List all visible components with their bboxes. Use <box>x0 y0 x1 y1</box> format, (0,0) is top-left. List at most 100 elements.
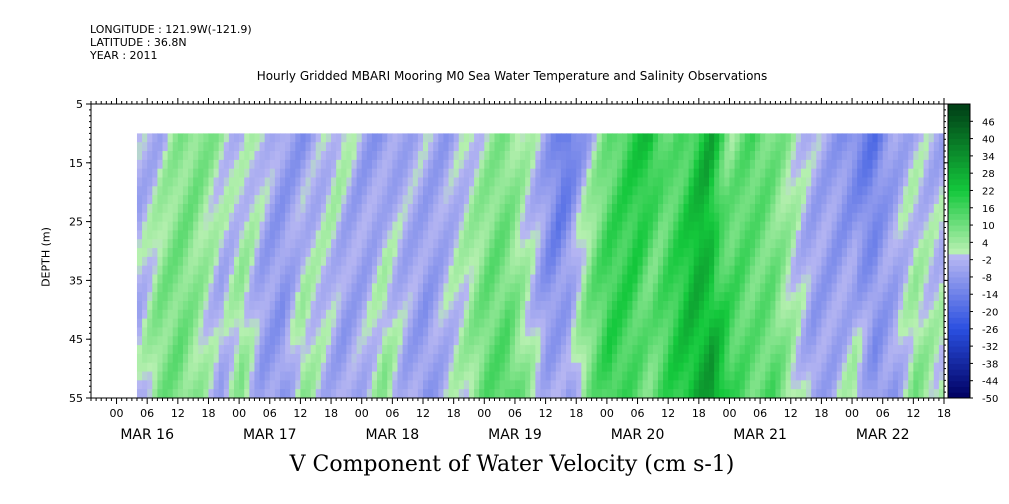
heatmap-cell <box>504 151 511 161</box>
heatmap-cell <box>714 230 720 240</box>
heatmap-cell <box>933 318 940 329</box>
heatmap-cell <box>586 300 593 311</box>
heatmap-cell <box>831 380 838 390</box>
heatmap-cell <box>147 168 153 179</box>
heatmap-cell <box>147 248 153 258</box>
heatmap-cell <box>499 292 506 302</box>
heatmap-cell <box>790 283 797 293</box>
heatmap-cell <box>142 345 148 355</box>
heatmap-cell <box>509 309 516 320</box>
heatmap-cell <box>550 212 557 223</box>
heatmap-cell <box>683 353 690 364</box>
heatmap-cell <box>208 186 215 196</box>
heatmap-cell <box>872 300 879 311</box>
heatmap-cell <box>198 371 204 381</box>
heatmap-cell <box>382 309 388 320</box>
heatmap-cell <box>136 230 143 240</box>
heatmap-cell <box>821 151 828 161</box>
heatmap-cell <box>535 221 542 232</box>
heatmap-cell <box>218 265 225 276</box>
heatmap-cell <box>254 353 261 364</box>
heatmap-cell <box>566 283 572 293</box>
heatmap-cell <box>550 159 557 170</box>
heatmap-cell <box>606 371 613 381</box>
heatmap-cell <box>142 239 148 249</box>
heatmap-cell <box>806 248 812 258</box>
heatmap-cell <box>765 151 771 161</box>
heatmap-cell <box>504 168 511 179</box>
heatmap-cell <box>739 309 746 320</box>
heatmap-cell <box>734 362 741 373</box>
heatmap-cell <box>683 265 690 276</box>
heatmap-cell <box>417 274 424 284</box>
heatmap-cell <box>479 168 485 179</box>
heatmap-cell <box>637 203 644 214</box>
heatmap-cell <box>571 274 577 284</box>
heatmap-cell <box>545 177 552 187</box>
heatmap-cell <box>520 345 526 355</box>
heatmap-cell <box>933 274 940 284</box>
heatmap-cell <box>474 221 480 232</box>
heatmap-cell <box>709 221 715 232</box>
heatmap-cell <box>468 283 475 293</box>
heatmap-cell <box>887 177 894 187</box>
heatmap-cell <box>530 380 536 390</box>
heatmap-cell <box>361 239 368 249</box>
heatmap-cell <box>795 239 802 249</box>
heatmap-cell <box>336 309 342 320</box>
heatmap-cell <box>938 362 945 373</box>
heatmap-cell <box>836 327 843 337</box>
heatmap-cell <box>423 362 429 373</box>
heatmap-cell <box>857 327 863 337</box>
heatmap-cell <box>142 318 148 329</box>
heatmap-cell <box>892 292 899 302</box>
heatmap-cell <box>765 380 771 390</box>
heatmap-cell <box>172 203 179 214</box>
heatmap-cell <box>244 239 250 249</box>
heatmap-cell <box>872 239 879 249</box>
heatmap-cell <box>453 230 460 240</box>
heatmap-cell <box>846 239 853 249</box>
heatmap-cell <box>428 159 434 170</box>
heatmap-cell <box>647 362 654 373</box>
heatmap-cell <box>320 318 327 329</box>
heatmap-cell <box>320 159 327 170</box>
heatmap-cell <box>877 256 884 267</box>
heatmap-cell <box>341 212 347 223</box>
heatmap-cell <box>361 389 368 399</box>
heatmap-cell <box>892 133 899 143</box>
heatmap-cell <box>816 345 823 355</box>
heatmap-cell <box>428 230 434 240</box>
heatmap-cell <box>295 177 302 187</box>
heatmap-cell <box>867 159 874 170</box>
heatmap-cell <box>336 212 342 223</box>
heatmap-cell <box>377 256 383 267</box>
heatmap-cell <box>433 203 439 214</box>
heatmap-cell <box>193 248 199 258</box>
heatmap-cell <box>795 380 802 390</box>
heatmap-cell <box>724 353 731 364</box>
heatmap-cell <box>417 336 424 346</box>
heatmap-cell <box>760 203 766 214</box>
heatmap-cell <box>576 168 582 179</box>
heatmap-cell <box>642 283 649 293</box>
heatmap-cell <box>274 177 281 187</box>
heatmap-cell <box>795 336 802 346</box>
heatmap-cell <box>305 327 312 337</box>
heatmap-cell <box>698 256 705 267</box>
heatmap-cell <box>678 203 685 214</box>
heatmap-cell <box>193 221 199 232</box>
heatmap-cell <box>923 186 930 196</box>
heatmap-cell <box>254 283 261 293</box>
heatmap-cell <box>193 362 199 373</box>
heatmap-cell <box>310 221 317 232</box>
heatmap-cell <box>877 318 884 329</box>
heatmap-cell <box>346 221 353 232</box>
heatmap-cell <box>162 195 169 205</box>
heatmap-cell <box>136 221 143 232</box>
heatmap-cell <box>182 309 189 320</box>
heatmap-cell <box>438 256 445 267</box>
heatmap-cell <box>433 265 439 276</box>
heatmap-cell <box>898 195 904 205</box>
heatmap-cell <box>540 151 547 161</box>
